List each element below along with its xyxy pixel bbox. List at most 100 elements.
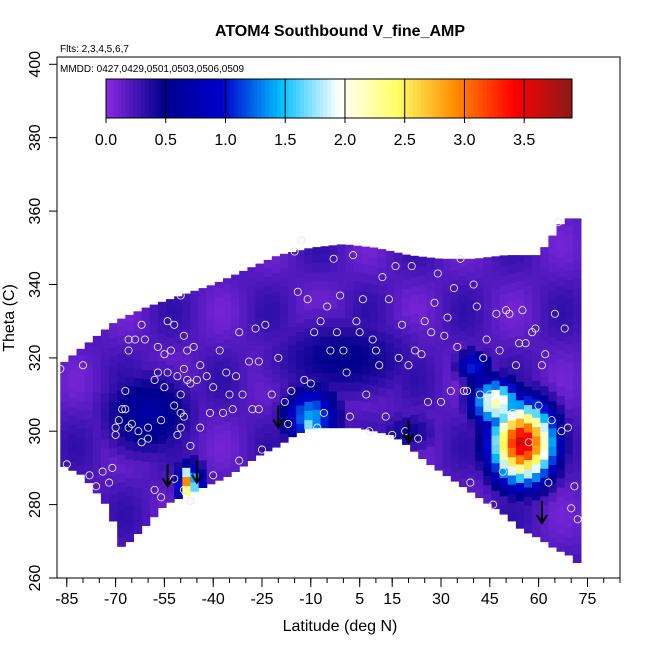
heatmap-cell [369,320,379,331]
heatmap-cell [166,327,175,338]
colorbar-segment [564,79,569,118]
observation-point [469,280,478,289]
observation-point [423,397,433,406]
heatmap-cell [524,349,533,360]
observation-point [482,335,491,344]
heatmap-cell [263,359,273,369]
heatmap-cell [369,375,379,386]
colorbar-segment [385,79,390,118]
heatmap-cell [320,390,330,401]
heatmap-cell [271,263,281,274]
heatmap-cell [109,493,118,504]
heatmap-cell [157,388,167,398]
heatmap-cell [141,369,151,380]
heatmap-cell [442,411,452,421]
heatmap-cell [393,292,403,302]
heatmap-cell [540,330,549,341]
heatmap-cell [499,255,509,258]
heatmap-cell [572,296,582,307]
heatmap-cell [507,282,517,293]
heatmap-cell [483,301,492,311]
heatmap-cell [125,504,134,515]
heatmap-cell [361,300,370,311]
heatmap-cell [206,355,216,366]
heatmap-cell [312,253,322,264]
heatmap-cell [100,466,110,477]
heatmap-cell [190,390,200,400]
heatmap-cell [556,349,566,360]
heatmap-cell [377,331,387,342]
heatmap-cell [450,407,460,418]
heatmap-cell [434,442,444,453]
heatmap-cell [76,354,86,365]
heatmap-cell [288,299,297,309]
heatmap-cell [572,406,582,417]
heatmap-cell [92,465,102,476]
heatmap-cell [84,399,94,410]
heatmap-cell [369,311,379,322]
heatmap-cell [410,350,419,360]
heatmap-cell [572,424,582,435]
heatmap-cell [556,321,566,332]
heatmap-cell [572,250,582,261]
flight-arrow-head [161,477,174,489]
colorbar-segment [544,79,550,118]
heatmap-cell [190,463,200,474]
observation-point [436,397,446,406]
heatmap-cell [166,437,175,448]
heatmap-cell [467,427,476,438]
heatmap-cell [320,246,330,254]
heatmap-cell [524,523,533,534]
heatmap-cell [304,373,313,384]
colorbar-segment [288,79,293,118]
heatmap-cell [377,377,387,388]
heatmap-cell [540,394,549,405]
heatmap-cell [515,500,525,511]
heatmap-cell [393,365,403,376]
heatmap-cell [76,464,86,475]
heatmap-cell [296,423,305,433]
heatmap-cell [214,281,224,288]
observation-point [144,434,153,443]
heatmap-cell [320,271,330,282]
heatmap-cell [320,326,330,337]
heatmap-cell [556,224,566,231]
heatmap-cell [296,349,305,360]
heatmap-cell [540,348,549,359]
heatmap-cell [369,366,379,377]
heatmap-cell [288,427,297,438]
heatmap-cell [214,370,224,380]
heatmap-cell [564,536,574,547]
heatmap-cell [345,271,354,282]
heatmap-cell [312,299,322,309]
heatmap-cell [572,323,582,334]
heatmap-cell [507,263,517,274]
heatmap-cell [304,281,313,292]
colorbar-segment [506,79,511,118]
colorbar-segment [160,79,165,118]
observation-point [345,412,354,421]
heatmap-cell [393,347,403,357]
heatmap-cell [255,299,265,309]
heatmap-cell [166,364,175,375]
heatmap-cell [385,305,395,316]
heatmap-cell [483,420,492,431]
heatmap-cell [133,441,143,452]
heatmap-cell [572,379,582,389]
heatmap-cell [450,325,460,335]
heatmap-cell [524,376,533,387]
y-tick-label: 280 [27,491,44,518]
heatmap-cell [141,424,151,435]
heatmap-cell [92,364,102,375]
heatmap-cell [190,454,200,465]
heatmap-cell [320,372,330,383]
heatmap-cell [540,532,549,543]
observation-point [397,320,407,329]
heatmap-cell [125,513,134,524]
heatmap-cell [393,429,403,440]
heatmap-cell [198,340,208,351]
observation-point [209,383,218,392]
colorbar-segment [133,79,138,118]
observation-point [150,375,159,384]
heatmap-cell [377,276,387,287]
